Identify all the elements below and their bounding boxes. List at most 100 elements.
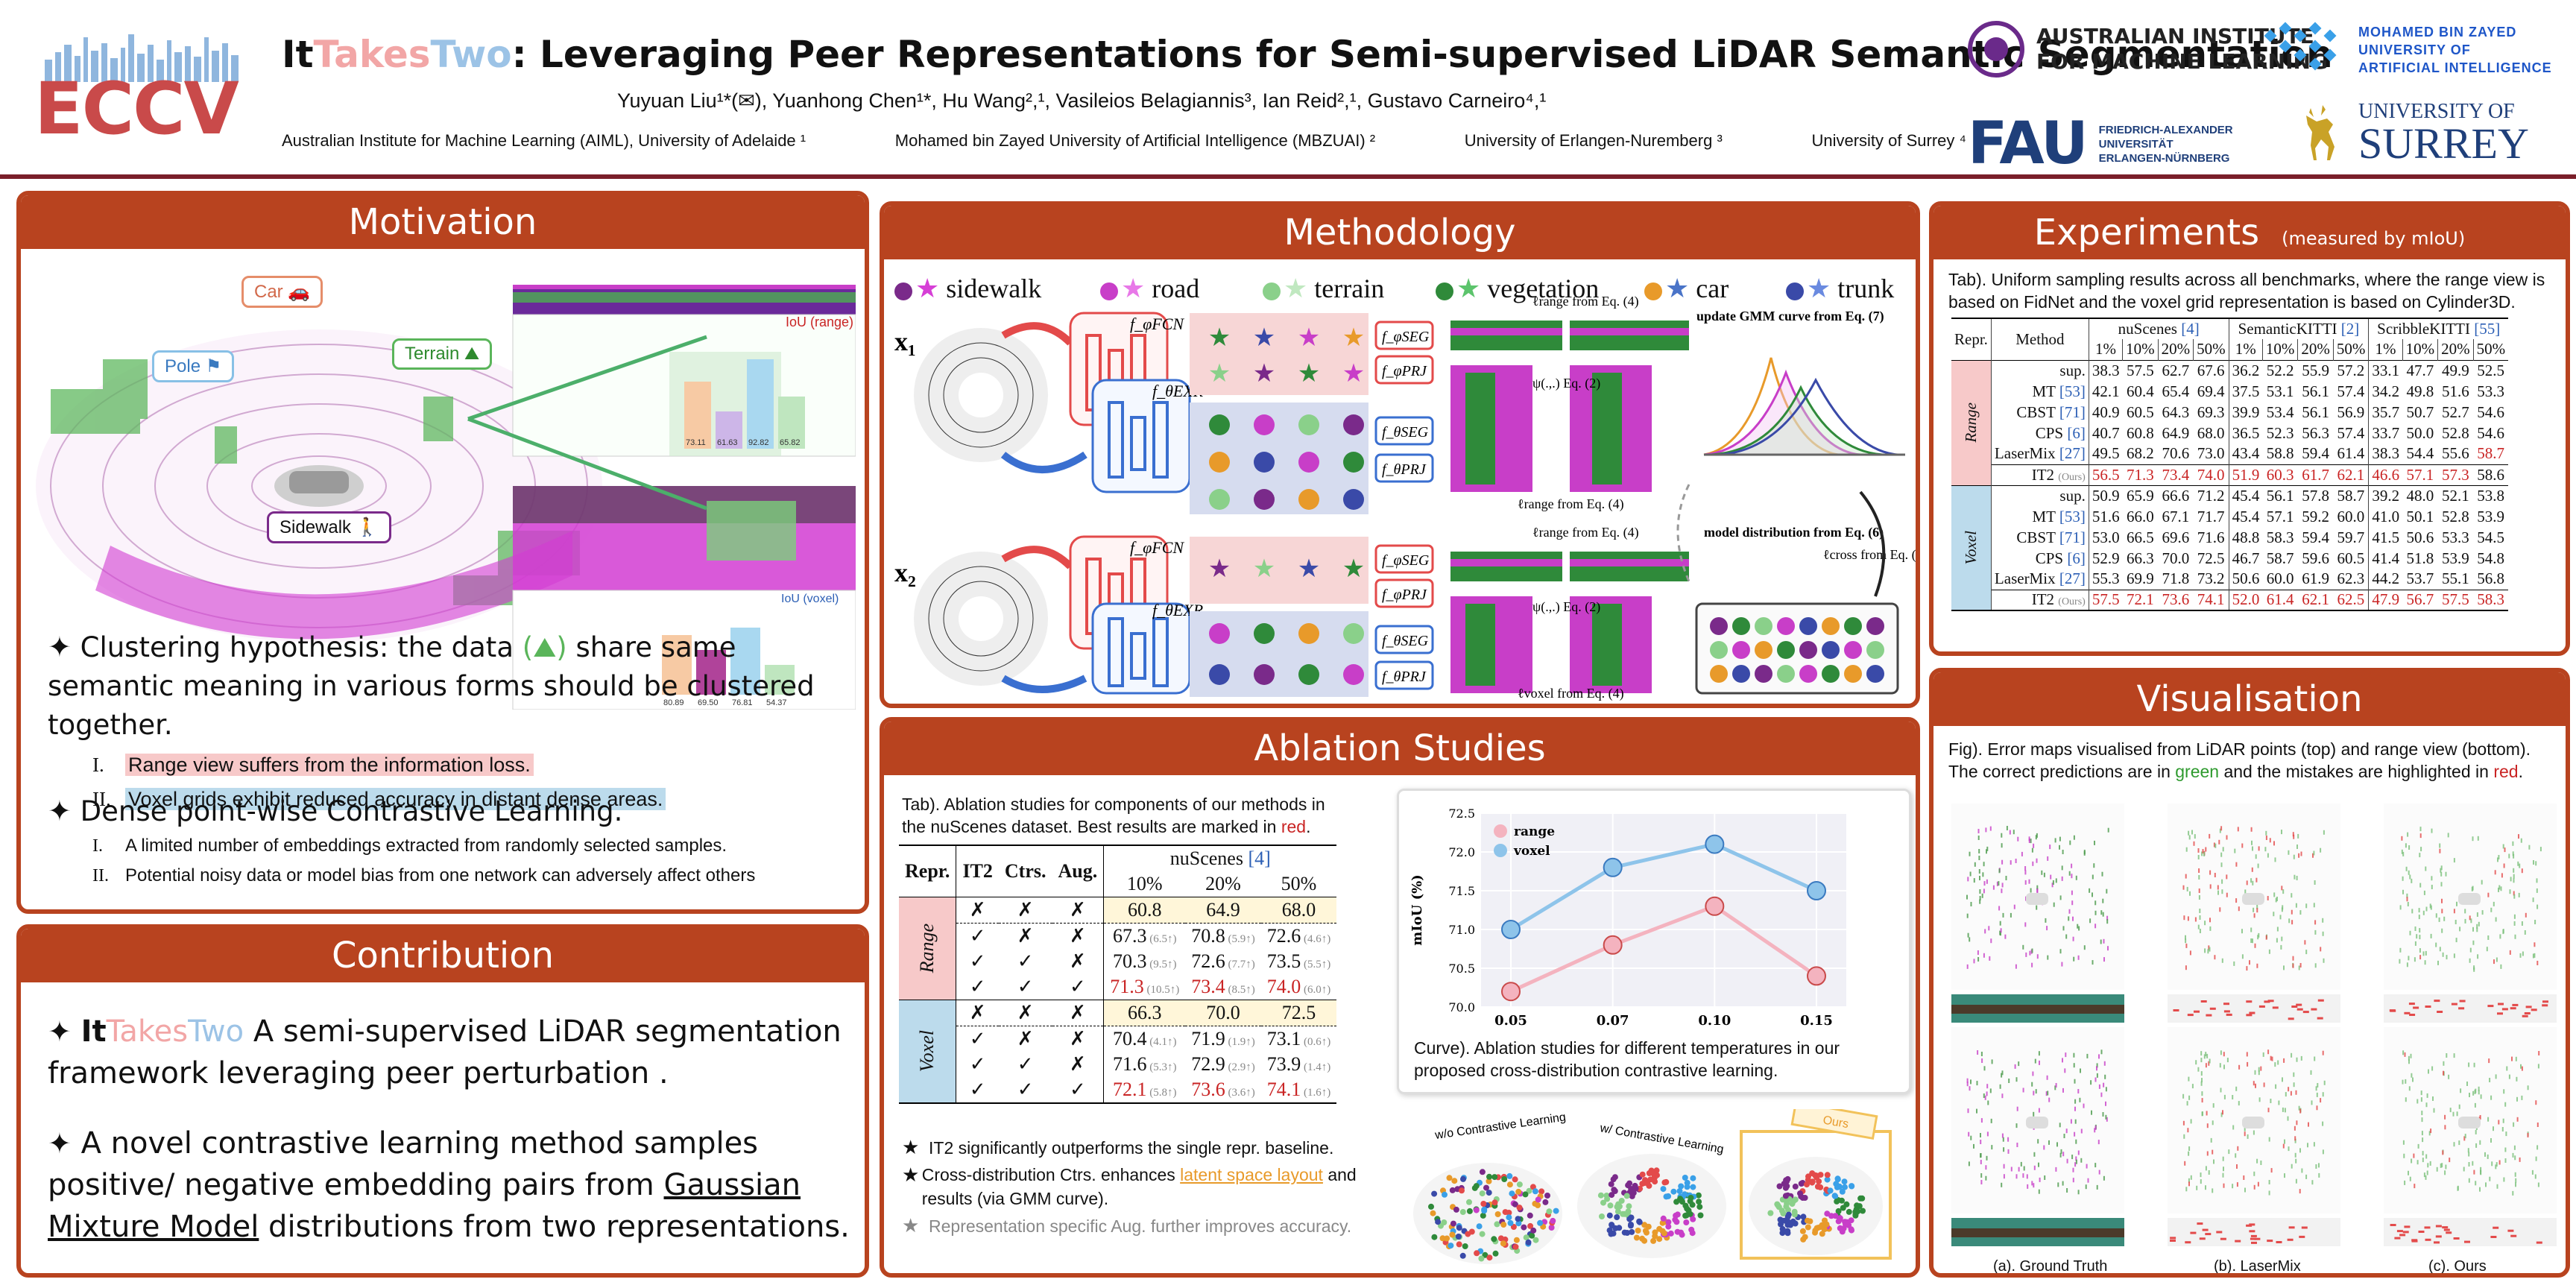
tsne-point [1459, 1252, 1466, 1259]
lidar-point [1991, 1145, 1993, 1150]
range-error-mark [2464, 1240, 2470, 1243]
lidar-point [1969, 1086, 1971, 1091]
tsne-point [1673, 1219, 1680, 1225]
lidar-point [2284, 1108, 2286, 1113]
lidar-point [2268, 1180, 2270, 1184]
lidar-point [2458, 1104, 2460, 1109]
tsne-point [1444, 1235, 1450, 1242]
lidar-point [1983, 888, 1985, 894]
tsne-point [1478, 1255, 1485, 1262]
svg-text:f_φFCN: f_φFCN [1130, 315, 1184, 333]
lidar-point [2290, 1090, 2292, 1096]
lidar-point [2247, 1134, 2249, 1139]
lidar-point [2502, 1118, 2504, 1123]
lidar-point [2241, 843, 2244, 848]
lidar-point [2491, 1161, 2493, 1167]
experiments-row: CBST [71] 40.9 60.5 64.3 69.3 39.9 53.4 56.1 56.… [1951, 402, 2508, 423]
tsne-point [1462, 1243, 1468, 1249]
tsne-point [1483, 1184, 1489, 1191]
lidar-point [2223, 1183, 2225, 1188]
lidar-point [2435, 913, 2437, 918]
lidar-point [1983, 862, 1985, 867]
lidar-point [2018, 1061, 2020, 1067]
svg-text:92.82: 92.82 [748, 438, 769, 447]
lidar-point [2496, 1184, 2498, 1189]
tsne-point [1690, 1184, 1696, 1190]
lidar-point [2522, 951, 2524, 956]
lidar-point [2201, 1078, 2203, 1083]
lidar-point [2539, 847, 2542, 852]
tsne-point [1776, 1183, 1783, 1190]
lidar-point [2237, 827, 2239, 832]
visualisation-title: Visualisation [1933, 672, 2566, 726]
tsne-point [1804, 1181, 1810, 1188]
lidar-point [2200, 1081, 2203, 1086]
svg-text:w/o Contrastive Learning: w/o Contrastive Learning [1433, 1111, 1567, 1142]
lidar-point [2536, 1123, 2539, 1127]
lidar-point [2065, 934, 2068, 939]
motivation-sub-voxel: II. Voxel grids exhibit reduced accuracy … [92, 782, 865, 816]
lidar-point [2010, 912, 2012, 918]
lidar-point [1980, 1153, 1982, 1158]
lidar-point [1973, 1143, 1974, 1149]
lidar-point [2015, 859, 2017, 863]
range-error-mark [2249, 1223, 2255, 1226]
lidar-point [2489, 1176, 2491, 1181]
lidar-point [2503, 863, 2505, 868]
svg-text:f_φSEG: f_φSEG [1382, 329, 1430, 345]
lidar-point [2047, 856, 2049, 861]
lidar-point [2063, 1134, 2065, 1138]
lidar-point [2419, 935, 2421, 940]
lidar-point [2296, 1057, 2298, 1062]
svg-text:61.63: 61.63 [717, 438, 738, 447]
lidar-point [2205, 1052, 2207, 1057]
lidar-point [2291, 893, 2293, 898]
lidar-point [2503, 1089, 2505, 1094]
range-error-mark [2267, 1240, 2273, 1243]
lidar-point [2068, 871, 2071, 876]
lidar-point [2498, 1160, 2501, 1165]
lidar-point [2043, 872, 2045, 877]
lidar-point [2102, 898, 2104, 903]
lidar-point [2253, 1171, 2255, 1176]
svg-text:★: ★ [1342, 324, 1365, 352]
lidar-point [1985, 827, 1987, 833]
lidar-point [2250, 827, 2253, 832]
lidar-point [2234, 848, 2236, 853]
lidar-point [2188, 835, 2191, 840]
lidar-point [2094, 840, 2095, 845]
lidar-point [2047, 955, 2049, 960]
lidar-point [2210, 1137, 2212, 1143]
ablation-panel: Ablation Studies Tab). Ablation studies … [880, 717, 1920, 1278]
lidar-point [1998, 906, 2001, 911]
lidar-point [2431, 828, 2433, 833]
lidar-point [2256, 908, 2258, 913]
lidar-point [2070, 1119, 2072, 1124]
range-error-mark [2296, 1008, 2303, 1011]
lidar-point [1978, 856, 1980, 860]
lidar-point [2031, 1181, 2033, 1186]
lidar-point [2399, 959, 2401, 964]
lidar-point [2293, 834, 2295, 839]
lidar-point [2083, 850, 2086, 856]
lidar-point [2094, 1128, 2096, 1133]
lidar-point [2221, 958, 2223, 963]
lidar-point [2443, 1061, 2445, 1066]
tsne-point [1695, 1192, 1702, 1199]
lidar-point [2188, 1151, 2190, 1156]
lidar-point [2478, 1086, 2480, 1091]
lidar-point [2238, 1064, 2241, 1070]
range-error-mark [2301, 1226, 2308, 1229]
lidar-point [2443, 916, 2446, 921]
lidar-point [2506, 1066, 2508, 1071]
lidar-point [2536, 888, 2538, 893]
tsne-point [1527, 1212, 1533, 1219]
lidar-point [1983, 1066, 1986, 1071]
tsne-point [1548, 1225, 1555, 1231]
range-error-mark [2442, 1226, 2449, 1229]
x-tick-label: 0.05 [1494, 1013, 1527, 1029]
ego-vehicle [2458, 893, 2481, 905]
svg-text:ℓrange from Eq. (4): ℓrange from Eq. (4) [1518, 496, 1624, 512]
lidar-point [2285, 1092, 2287, 1097]
lidar-point [2486, 947, 2488, 952]
